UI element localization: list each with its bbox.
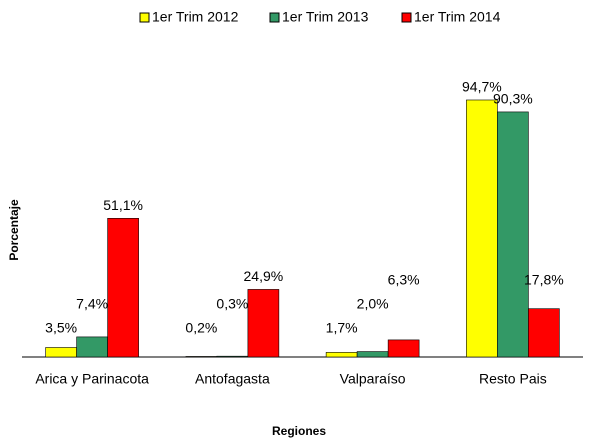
data-label: 1,7%	[326, 320, 358, 336]
x-tick-label: Arica y Parinacota	[35, 371, 149, 387]
legend-label: 1er Trim 2013	[282, 9, 369, 25]
legend-swatch	[401, 12, 412, 23]
legend-label: 1er Trim 2014	[414, 9, 501, 25]
legend-swatch	[139, 12, 150, 23]
legend-swatch	[269, 12, 280, 23]
x-tick-label: Antofagasta	[195, 371, 270, 387]
data-label: 3,5%	[45, 320, 77, 336]
y-axis-title: Porcentaje	[7, 199, 21, 261]
x-axis-title: Regiones	[272, 424, 326, 438]
bar	[247, 289, 280, 358]
data-label: 2,0%	[357, 296, 389, 312]
bar	[185, 356, 218, 358]
bar	[76, 336, 108, 358]
data-label: 24,9%	[244, 268, 284, 284]
bar	[387, 339, 420, 358]
bar	[528, 308, 560, 358]
data-label: 51,1%	[103, 197, 143, 213]
x-tick-label: Resto Pais	[479, 371, 547, 387]
data-label: 94,7%	[462, 79, 502, 95]
bar	[45, 347, 77, 358]
bar	[325, 352, 358, 358]
bar	[356, 351, 389, 358]
data-label: 7,4%	[76, 296, 108, 312]
bar	[216, 355, 249, 358]
data-label: 17,8%	[524, 272, 564, 288]
x-tick-label: Valparaíso	[340, 371, 406, 387]
data-label: 0,3%	[216, 296, 248, 312]
legend-label: 1er Trim 2012	[152, 9, 239, 25]
data-label: 90,3%	[493, 91, 533, 107]
bar	[107, 218, 139, 358]
bar	[466, 99, 498, 358]
data-label: 6,3%	[388, 272, 420, 288]
bar	[497, 111, 529, 358]
data-label: 0,2%	[185, 320, 217, 336]
